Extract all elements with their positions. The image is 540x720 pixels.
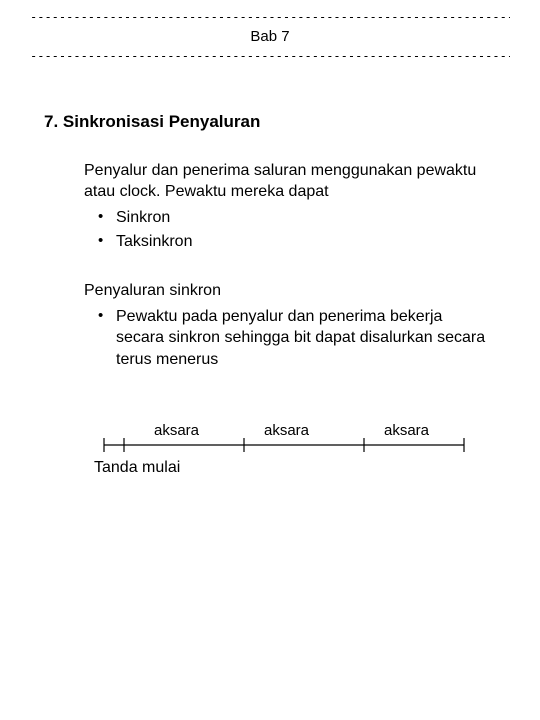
timeline-diagram: aksara aksara aksara Tanda mulai	[94, 417, 510, 477]
svg-text:aksara: aksara	[384, 422, 430, 439]
section-title: 7. Sinkronisasi Penyaluran	[44, 112, 510, 132]
bullet-list-2: • Pewaktu pada penyalur dan penerima bek…	[84, 306, 490, 371]
bullet-text: Sinkron	[116, 207, 490, 229]
diagram-caption: Tanda mulai	[94, 459, 510, 477]
header-dashline-top: ----------------------------------------…	[30, 10, 510, 24]
list-item: • Pewaktu pada penyalur dan penerima bek…	[98, 306, 490, 371]
bullet-icon: •	[98, 231, 116, 251]
bullet-text: Pewaktu pada penyalur dan penerima beker…	[116, 306, 490, 371]
bullet-text: Taksinkron	[116, 231, 490, 253]
svg-text:aksara: aksara	[264, 422, 310, 439]
bullet-list-1: • Sinkron • Taksinkron	[84, 207, 490, 252]
timeline-svg: aksara aksara aksara	[94, 417, 474, 457]
list-item: • Taksinkron	[98, 231, 490, 253]
header-dashline-bottom: ----------------------------------------…	[30, 49, 510, 63]
list-item: • Sinkron	[98, 207, 490, 229]
paragraph-subhead: Penyaluran sinkron	[84, 280, 490, 302]
chapter-label: Bab 7	[30, 24, 510, 49]
paragraph-intro: Penyalur dan penerima saluran menggunaka…	[84, 160, 490, 203]
body-content: Penyalur dan penerima saluran menggunaka…	[84, 160, 490, 371]
svg-text:aksara: aksara	[154, 422, 200, 439]
bullet-icon: •	[98, 306, 116, 326]
bullet-icon: •	[98, 207, 116, 227]
